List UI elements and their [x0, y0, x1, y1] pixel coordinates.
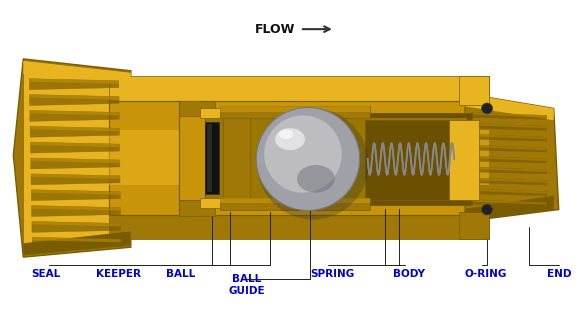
Polygon shape: [459, 76, 489, 106]
Polygon shape: [109, 100, 489, 215]
FancyBboxPatch shape: [205, 122, 219, 194]
Polygon shape: [31, 190, 120, 201]
Polygon shape: [471, 134, 546, 139]
Polygon shape: [31, 158, 120, 163]
Polygon shape: [179, 200, 205, 215]
Polygon shape: [23, 61, 131, 86]
Polygon shape: [471, 200, 546, 204]
Ellipse shape: [275, 128, 305, 150]
Polygon shape: [465, 94, 553, 120]
Polygon shape: [471, 123, 546, 130]
Ellipse shape: [279, 129, 293, 139]
Polygon shape: [30, 94, 119, 106]
Polygon shape: [179, 100, 205, 215]
Polygon shape: [23, 231, 131, 255]
FancyBboxPatch shape: [179, 113, 472, 204]
Text: O-RING: O-RING: [464, 269, 506, 279]
Polygon shape: [31, 174, 120, 185]
Polygon shape: [223, 113, 250, 204]
Polygon shape: [471, 167, 546, 174]
Polygon shape: [471, 113, 546, 117]
Text: BODY: BODY: [392, 269, 424, 279]
Polygon shape: [471, 200, 546, 207]
FancyBboxPatch shape: [449, 120, 479, 200]
Polygon shape: [200, 108, 221, 118]
Polygon shape: [471, 145, 546, 152]
Polygon shape: [471, 189, 546, 194]
Polygon shape: [459, 211, 489, 239]
Polygon shape: [471, 156, 546, 161]
Polygon shape: [30, 126, 119, 131]
Polygon shape: [30, 142, 120, 147]
Polygon shape: [471, 178, 546, 185]
Polygon shape: [221, 107, 370, 118]
Text: BALL: BALL: [166, 269, 195, 279]
Text: SPRING: SPRING: [310, 269, 354, 279]
Polygon shape: [471, 145, 546, 150]
Text: KEEPER: KEEPER: [96, 269, 141, 279]
Polygon shape: [471, 156, 546, 163]
Polygon shape: [109, 215, 489, 239]
Polygon shape: [465, 196, 553, 222]
Polygon shape: [31, 206, 120, 210]
Polygon shape: [29, 79, 119, 84]
Ellipse shape: [297, 165, 335, 193]
Polygon shape: [31, 158, 120, 169]
Polygon shape: [23, 61, 131, 255]
Polygon shape: [30, 110, 119, 121]
Polygon shape: [31, 174, 120, 179]
Polygon shape: [30, 94, 119, 100]
Polygon shape: [32, 222, 120, 232]
Polygon shape: [30, 126, 119, 137]
Polygon shape: [221, 107, 370, 113]
Text: END: END: [546, 269, 572, 279]
Text: FLOW: FLOW: [255, 23, 296, 36]
Polygon shape: [221, 198, 370, 210]
Polygon shape: [32, 237, 121, 248]
Circle shape: [264, 115, 342, 193]
Polygon shape: [221, 198, 370, 203]
Polygon shape: [31, 190, 120, 195]
Polygon shape: [465, 94, 559, 222]
Text: BALL
GUIDE: BALL GUIDE: [228, 274, 265, 295]
Polygon shape: [30, 110, 119, 115]
Circle shape: [481, 204, 492, 215]
FancyBboxPatch shape: [451, 122, 461, 198]
Polygon shape: [471, 123, 546, 128]
Polygon shape: [471, 167, 546, 172]
Polygon shape: [109, 130, 489, 185]
Polygon shape: [200, 198, 221, 208]
Circle shape: [256, 107, 360, 210]
FancyBboxPatch shape: [207, 124, 212, 192]
Polygon shape: [471, 178, 546, 183]
Polygon shape: [30, 142, 120, 153]
Text: SEAL: SEAL: [31, 269, 61, 279]
Polygon shape: [180, 100, 200, 115]
Ellipse shape: [257, 108, 368, 219]
FancyBboxPatch shape: [365, 120, 469, 200]
Polygon shape: [13, 59, 131, 257]
Polygon shape: [29, 79, 119, 90]
Polygon shape: [32, 237, 121, 242]
Circle shape: [481, 103, 492, 114]
Polygon shape: [471, 113, 546, 119]
Polygon shape: [471, 134, 546, 141]
Polygon shape: [32, 222, 120, 226]
Polygon shape: [471, 189, 546, 196]
Polygon shape: [179, 100, 215, 116]
Polygon shape: [31, 206, 120, 217]
Polygon shape: [109, 76, 489, 100]
Polygon shape: [179, 200, 215, 217]
FancyBboxPatch shape: [183, 118, 467, 200]
